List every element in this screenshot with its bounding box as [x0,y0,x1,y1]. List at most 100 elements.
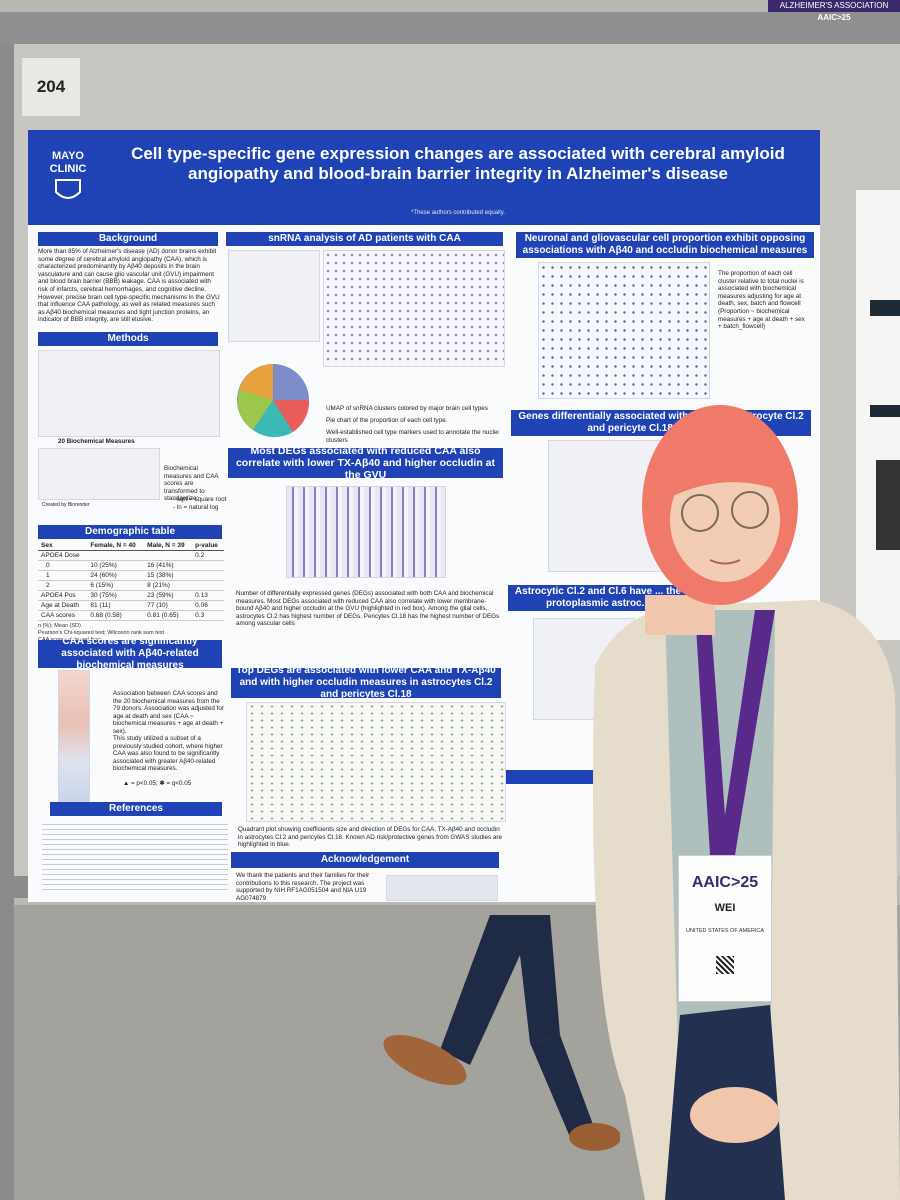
table-cell: 2 [38,580,88,591]
table-cell: 15 (38%) [144,570,193,581]
table-cell [192,580,224,591]
table-cell: Age at Death [38,600,88,611]
section-heading: Background [38,232,218,246]
table-row: APOE4 Dose 0.2 [38,550,224,561]
poster-header [28,130,820,225]
table-cell: 77 (10) [144,600,193,611]
side-poster-image [876,460,900,550]
table-cell: 24 (60%) [87,570,145,581]
table-cell: 0 [38,560,88,571]
quadrant-plot [246,702,506,822]
deg-heatmap [286,486,446,578]
poster-title: Cell type-specific gene expression chang… [131,144,785,183]
measures-label: 20 Biochemical Measures [58,438,135,445]
table-row: 1 24 (60%) 15 (38%) [38,570,224,581]
figure-caption: UMAP of snRNA clusters colored by major … [326,405,488,412]
table-cell: 0.3 [192,610,224,621]
table-header-cell: p-value [192,541,224,551]
section-heading: References [50,802,222,816]
demographic-table: Sex Female, N = 40 Male, N = 39 p-value APOE… [38,541,224,621]
banner-org: ALZHEIMER'S ASSOCIATION [779,1,889,10]
table-cell: 0.2 [192,550,224,561]
table-cell: APOE4 Dose [38,550,88,561]
table-cell: 8 (21%) [144,580,193,591]
poster: MAYO CLINIC Cell type-specific gene expr… [28,130,820,902]
logo: MAYO CLINIC [49,150,87,175]
figure-caption: Pie chart of the proportion of each cell… [326,417,448,424]
table-cell: 0.13 [192,590,224,601]
table-cell: 0.68 (0.58) [87,610,145,621]
passerby [383,915,620,1151]
table-footnote: Pearson's Chi-squared test; Wilcoxon ran… [38,630,165,636]
table-row: Age at Death 81 (11) 77 (10) 0.06 [38,600,224,611]
board-frame-top [0,12,900,44]
badge-country: UNITED STATES OF AMERICA [685,928,765,934]
caa-heatmap [58,670,90,802]
table-cell [144,550,193,561]
section-heading: CAA scores are significantly associated … [38,636,222,671]
section-heading: Methods [38,332,218,346]
logo-shield [55,179,81,199]
transform: - ln = natural log [173,504,219,511]
authors-note: *These authors contributed equally. [411,210,505,216]
section-heading [506,770,616,784]
table-cell: 1 [38,570,88,581]
measures-figure [38,448,160,500]
caa-text: This study utilized a subset of a previo… [113,735,223,773]
credit: Created by Biorender [42,502,90,508]
logos [386,875,498,901]
proportions-text: The proportion of each cell cluster rela… [718,270,805,331]
section-heading: Top DEGs are associated with lower CAA a… [231,665,501,700]
table-header-cell: Male, N = 39 [144,541,193,551]
section-heading: Acknowledgement [231,852,499,868]
badge: AAIC>25 WEI UNITED STATES OF AMERICA [678,855,772,1002]
reference-list [42,820,228,890]
pie-figure [237,364,310,438]
table-cell: 10 (25%) [87,560,145,571]
table-row: CAA scores 0.68 (0.58) 0.81 (0.65) 0.3 [38,610,224,621]
table-cell [192,560,224,571]
person [593,405,900,1200]
badge-name: WEI [714,902,736,914]
transform: - sqrt = square root [173,496,227,503]
board-frame-left [0,44,14,1200]
methods-note: Biochemical measures and CAA scores are … [164,465,219,503]
side-poster-header [870,405,900,417]
table-cell: 0.81 (0.65) [144,610,193,621]
section-heading: snRNA analysis of AD patients with CAA [226,232,503,246]
table-footnote: n (%); Mean (SD) [38,623,81,629]
table-cell: 30 (75%) [87,590,145,601]
marker-dotplot [323,250,505,367]
badge-qr [716,956,734,974]
table-cell: 6 (15%) [87,580,145,591]
table-header-cell: Sex [38,541,88,551]
figure-caption: Well-established cell type markers used … [326,429,499,444]
side-poster [856,190,900,640]
table-header-row: Sex Female, N = 40 Male, N = 39 p-value [38,541,224,551]
table-cell: 81 (11) [87,600,145,611]
table-cell: 16 (41%) [144,560,193,571]
banner-event: AAIC>25 [817,13,851,22]
table-header-cell: Female, N = 40 [87,541,145,551]
section-heading: Demographic table [38,525,222,539]
most-degs-text: Number of differentially expressed genes… [236,590,500,628]
umap-figure [228,250,320,342]
methods-figure [38,350,220,437]
top-degs-text: Quadrant plot showing coefficients size … [238,826,502,849]
table-cell: APOE4 Pos [38,590,88,601]
table-row: APOE4 Pos 30 (75%) 23 (59%) 0.13 [38,590,224,601]
table-cell [192,570,224,581]
board-number: 204 [22,58,80,116]
acknowledgement-text: We thank the patients and their families… [236,872,370,902]
caa-text: Association between CAA scores and the 2… [113,690,224,735]
table-row: 0 10 (25%) 16 (41%) [38,560,224,571]
proportion-plot [538,262,710,399]
banner: ALZHEIMER'S ASSOCIATION AAIC>25 [768,0,900,22]
section-heading: Neuronal and gliovascular cell proportio… [516,232,814,258]
table-cell [87,550,145,561]
caa-legend: ▲ = p<0.05; ✱ = q<0.05 [123,780,192,787]
section-heading: Most DEGs associated with reduced CAA al… [228,445,503,481]
badge-event: AAIC>25 [691,874,759,891]
table-cell: 23 (59%) [144,590,193,601]
